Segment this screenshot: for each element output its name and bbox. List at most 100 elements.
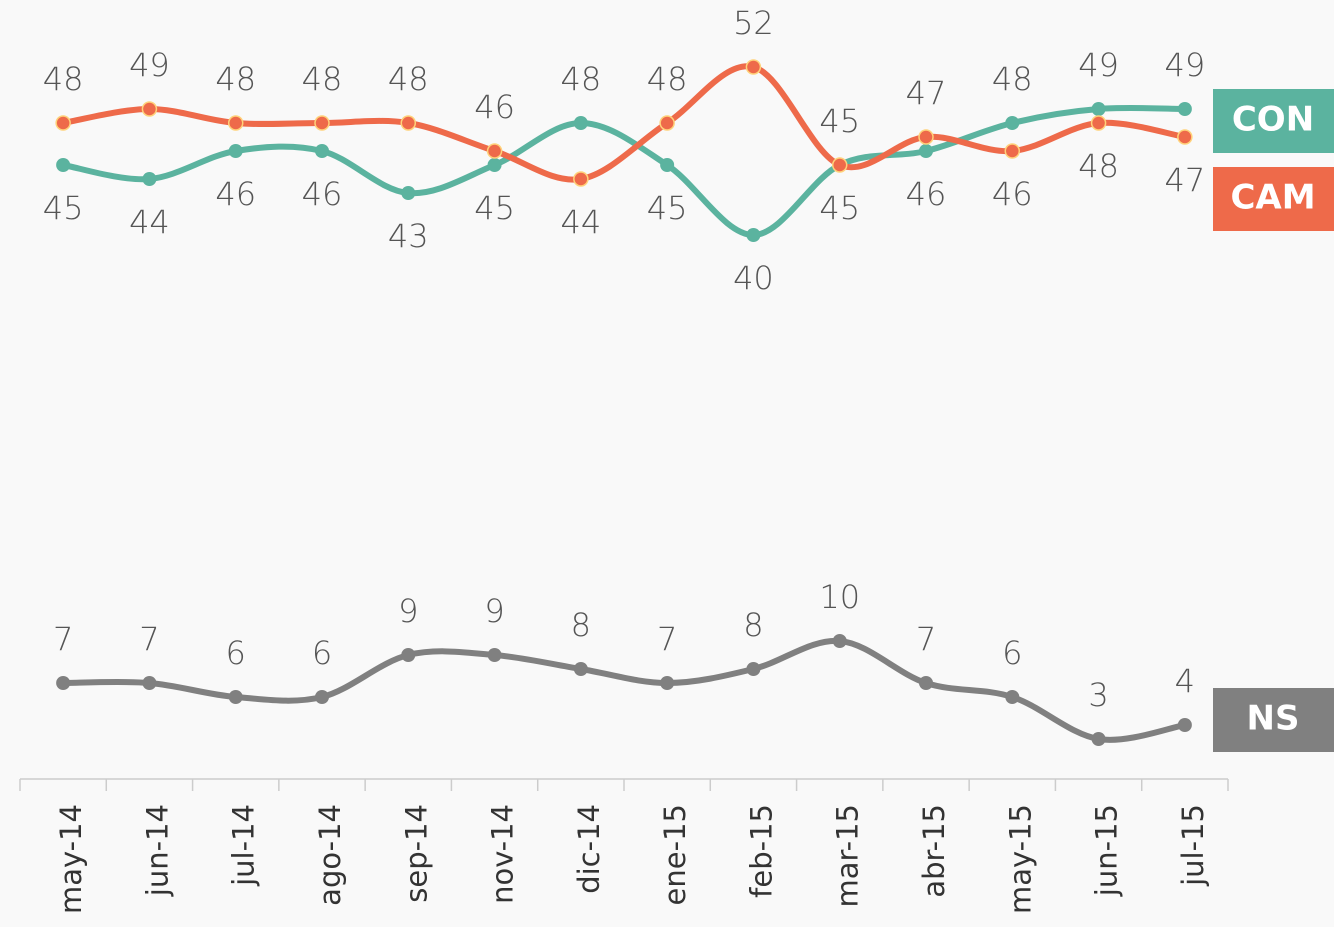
point <box>659 115 675 131</box>
data-label: 6 <box>226 634 246 672</box>
x-tick-label: may-15 <box>1003 804 1037 914</box>
point <box>573 171 589 187</box>
point <box>142 676 157 690</box>
point <box>401 648 416 662</box>
x-tick-label: dic-14 <box>572 804 606 894</box>
point <box>228 690 243 704</box>
x-tick-label: jul-15 <box>1176 804 1210 887</box>
data-label: 47 <box>1164 161 1205 199</box>
point <box>919 144 933 158</box>
data-label: 48 <box>388 60 429 98</box>
point <box>228 144 243 158</box>
legend-box <box>1213 688 1334 752</box>
x-tick-label: nov-14 <box>486 804 520 904</box>
point <box>487 648 502 662</box>
legend-box <box>1213 167 1334 231</box>
data-label: 45 <box>819 189 860 227</box>
point <box>401 186 416 200</box>
data-label: 45 <box>819 102 860 140</box>
point <box>1091 102 1106 116</box>
point <box>573 116 588 130</box>
legend-label: CON <box>1232 100 1314 140</box>
data-label: 46 <box>302 175 343 213</box>
point <box>1177 129 1193 145</box>
point <box>832 634 847 648</box>
data-label: 49 <box>129 46 170 84</box>
data-label: 44 <box>560 203 601 241</box>
point <box>314 115 330 131</box>
data-label: 9 <box>484 592 504 630</box>
data-label: 49 <box>1164 46 1205 84</box>
point <box>400 115 417 131</box>
x-tick-label: mar-15 <box>831 804 865 907</box>
point <box>746 228 761 242</box>
data-label: 7 <box>139 620 159 658</box>
point <box>315 144 329 158</box>
point <box>56 676 71 690</box>
point <box>1004 143 1021 159</box>
data-label: 44 <box>129 203 170 241</box>
data-label: 4 <box>1175 662 1195 700</box>
data-label: 8 <box>743 606 763 644</box>
data-label: 48 <box>992 60 1033 98</box>
data-label: 10 <box>819 578 860 616</box>
point <box>487 158 502 172</box>
point <box>1177 718 1192 732</box>
point <box>1005 690 1020 704</box>
data-label: 49 <box>1078 46 1119 84</box>
x-tick-label: jun-15 <box>1090 804 1124 897</box>
point <box>745 59 762 75</box>
point <box>486 143 503 159</box>
legend-label: CAM <box>1230 178 1315 218</box>
data-label: 45 <box>474 189 515 227</box>
point <box>746 662 761 676</box>
point <box>660 676 675 690</box>
data-label: 46 <box>906 175 947 213</box>
data-label: 47 <box>906 74 947 112</box>
point <box>56 158 71 172</box>
point <box>1090 115 1107 131</box>
x-tick-label: sep-14 <box>399 804 433 903</box>
point <box>660 158 675 172</box>
data-label: 48 <box>215 60 256 98</box>
point <box>919 676 933 690</box>
series-line <box>63 637 1186 743</box>
data-label: 48 <box>647 60 688 98</box>
series-line <box>62 63 1186 183</box>
data-label: 6 <box>312 634 332 672</box>
data-label: 46 <box>474 88 515 126</box>
data-label: 46 <box>992 175 1033 213</box>
data-label: 46 <box>215 175 256 213</box>
data-label: 45 <box>43 189 84 227</box>
x-tick-label: ene-15 <box>658 804 692 905</box>
x-tick-label: may-14 <box>54 804 88 914</box>
point <box>141 101 158 117</box>
point <box>831 157 848 173</box>
data-label: 48 <box>302 60 343 98</box>
data-label: 6 <box>1002 634 1022 672</box>
point <box>227 115 244 131</box>
data-label: 43 <box>388 217 429 255</box>
data-label: 45 <box>647 189 688 227</box>
data-label: 48 <box>1078 147 1119 185</box>
x-tick-label: abr-15 <box>917 804 951 898</box>
x-tick-label: feb-15 <box>744 804 778 898</box>
point <box>142 172 157 186</box>
x-tick-label: jul-14 <box>227 804 261 887</box>
point <box>918 129 934 145</box>
data-label: 7 <box>657 620 677 658</box>
data-label: 52 <box>733 4 774 42</box>
point <box>1005 116 1020 130</box>
point <box>315 690 329 704</box>
data-label: 9 <box>398 592 418 630</box>
point <box>573 662 588 676</box>
data-label: 40 <box>733 259 774 297</box>
data-label: 8 <box>571 606 591 644</box>
point <box>1177 102 1192 116</box>
point <box>1091 732 1106 746</box>
point <box>55 115 71 131</box>
data-label: 48 <box>560 60 601 98</box>
x-tick-label: ago-14 <box>313 804 347 906</box>
data-label: 7 <box>916 620 936 658</box>
